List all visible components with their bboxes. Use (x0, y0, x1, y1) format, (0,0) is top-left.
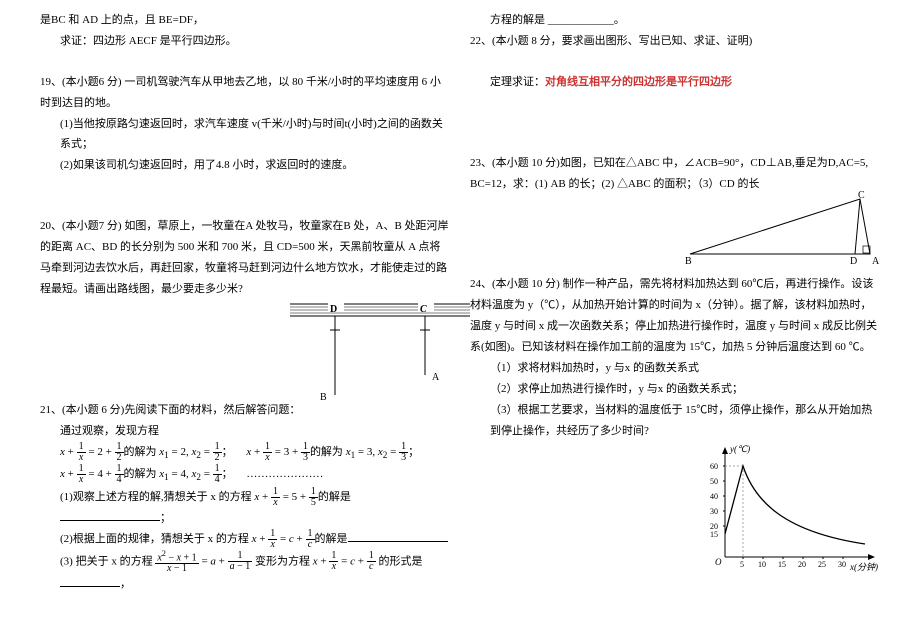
svg-text:10: 10 (758, 560, 766, 569)
q24-header: 24、(本小题 10 分) 制作一种产品，需先将材料加热达到 60℃后，再进行操… (470, 274, 880, 358)
label-c: C (858, 190, 865, 201)
ylabel: y(℃) (729, 444, 750, 454)
label-c: C (420, 304, 427, 315)
q21-intro: 通过观察，发现方程 (40, 421, 450, 442)
label-b: B (320, 392, 327, 403)
right-column: 方程的解是 ____________。 22、(本小题 8 分，要求画出图形、写… (460, 10, 890, 627)
q24-p1: （1）求将材料加热时，y 与x 的函数关系式 (470, 358, 880, 379)
q20-figure: D C B A (290, 300, 470, 400)
origin: O (715, 557, 722, 567)
top-fill: 方程的解是 ____________。 (470, 10, 880, 31)
q21-header: 21、(本小题 6 分)先阅读下面的材料，然后解答问题： (40, 400, 450, 421)
q24-chart: y(℃) x(分钟) O 60 50 40 30 20 15 5 10 15 2… (700, 442, 880, 572)
q19-header: 19、(本小题6 分) 一司机驾驶汽车从甲地去乙地，以 80 千米/小时的平均速… (40, 72, 450, 114)
label-d: D (330, 304, 337, 315)
q19-p2: (2)如果该司机匀速返回时，用了4.8 小时，求返回时的速度。 (40, 155, 450, 176)
q19-p1: (1)当他按原路匀速返回时，求汽车速度 v(千米/小时)与时间t(小时)之间的函… (40, 114, 450, 156)
svg-text:5: 5 (740, 560, 744, 569)
q18-line1: 是BC 和 AD 上的点，且 BE=DF， (40, 10, 450, 31)
q21-eq3: x + 1x = 4 + 14的解为 x1 = 4, x2 = 14； …………… (40, 464, 450, 487)
label-a: A (872, 256, 880, 267)
q21-p3: (3) 把关于 x 的方程 x2 − x + 1x − 1 = a + 1a −… (40, 550, 450, 595)
q21-p2: (2)根据上面的规律，猜想关于 x 的方程 x + 1x = c + 1c的解是 (40, 529, 450, 550)
q22-theorem: 定理求证：对角线互相平分的四边形是平行四边形 (470, 72, 880, 93)
svg-text:15: 15 (710, 530, 718, 539)
left-column: 是BC 和 AD 上的点，且 BE=DF， 求证：四边形 AECF 是平行四边形… (30, 10, 460, 627)
svg-text:50: 50 (710, 477, 718, 486)
q20-header: 20、(本小题7 分) 如图，草原上，一牧童在A 处牧马，牧童家在B 处，A、B… (40, 216, 450, 300)
label-d: D (850, 256, 857, 267)
svg-text:60: 60 (710, 462, 718, 471)
svg-text:30: 30 (838, 560, 846, 569)
q23-header: 23、(本小题 10 分)如图，已知在△ABC 中，∠ACB=90°，CD⊥AB… (470, 153, 880, 195)
q18-line2: 求证：四边形 AECF 是平行四边形。 (40, 31, 450, 52)
svg-text:15: 15 (778, 560, 786, 569)
xlabel: x(分钟) (849, 562, 878, 572)
q22-header: 22、(本小题 8 分，要求画出图形、写出已知、求证、证明) (470, 31, 880, 52)
q24-p2: （2）求停止加热进行操作时，y 与x 的函数关系式； (470, 379, 880, 400)
q24-p3: （3）根据工艺要求，当材料的温度低于 15℃时，须停止操作，那么从开始加热到停止… (470, 400, 880, 442)
label-b: B (685, 256, 692, 267)
q21-eq1: x + 1x = 2 + 12的解为 x1 = 2, x2 = 12； x + … (40, 442, 450, 465)
q23-figure: C B D A (680, 194, 900, 264)
svg-text:20: 20 (798, 560, 806, 569)
label-a: A (432, 372, 440, 383)
svg-text:40: 40 (710, 492, 718, 501)
svg-text:25: 25 (818, 560, 826, 569)
svg-text:30: 30 (710, 507, 718, 516)
q21-p1: (1)观察上述方程的解,猜想关于 x 的方程 x + 1x = 5 + 15的解… (40, 487, 450, 529)
